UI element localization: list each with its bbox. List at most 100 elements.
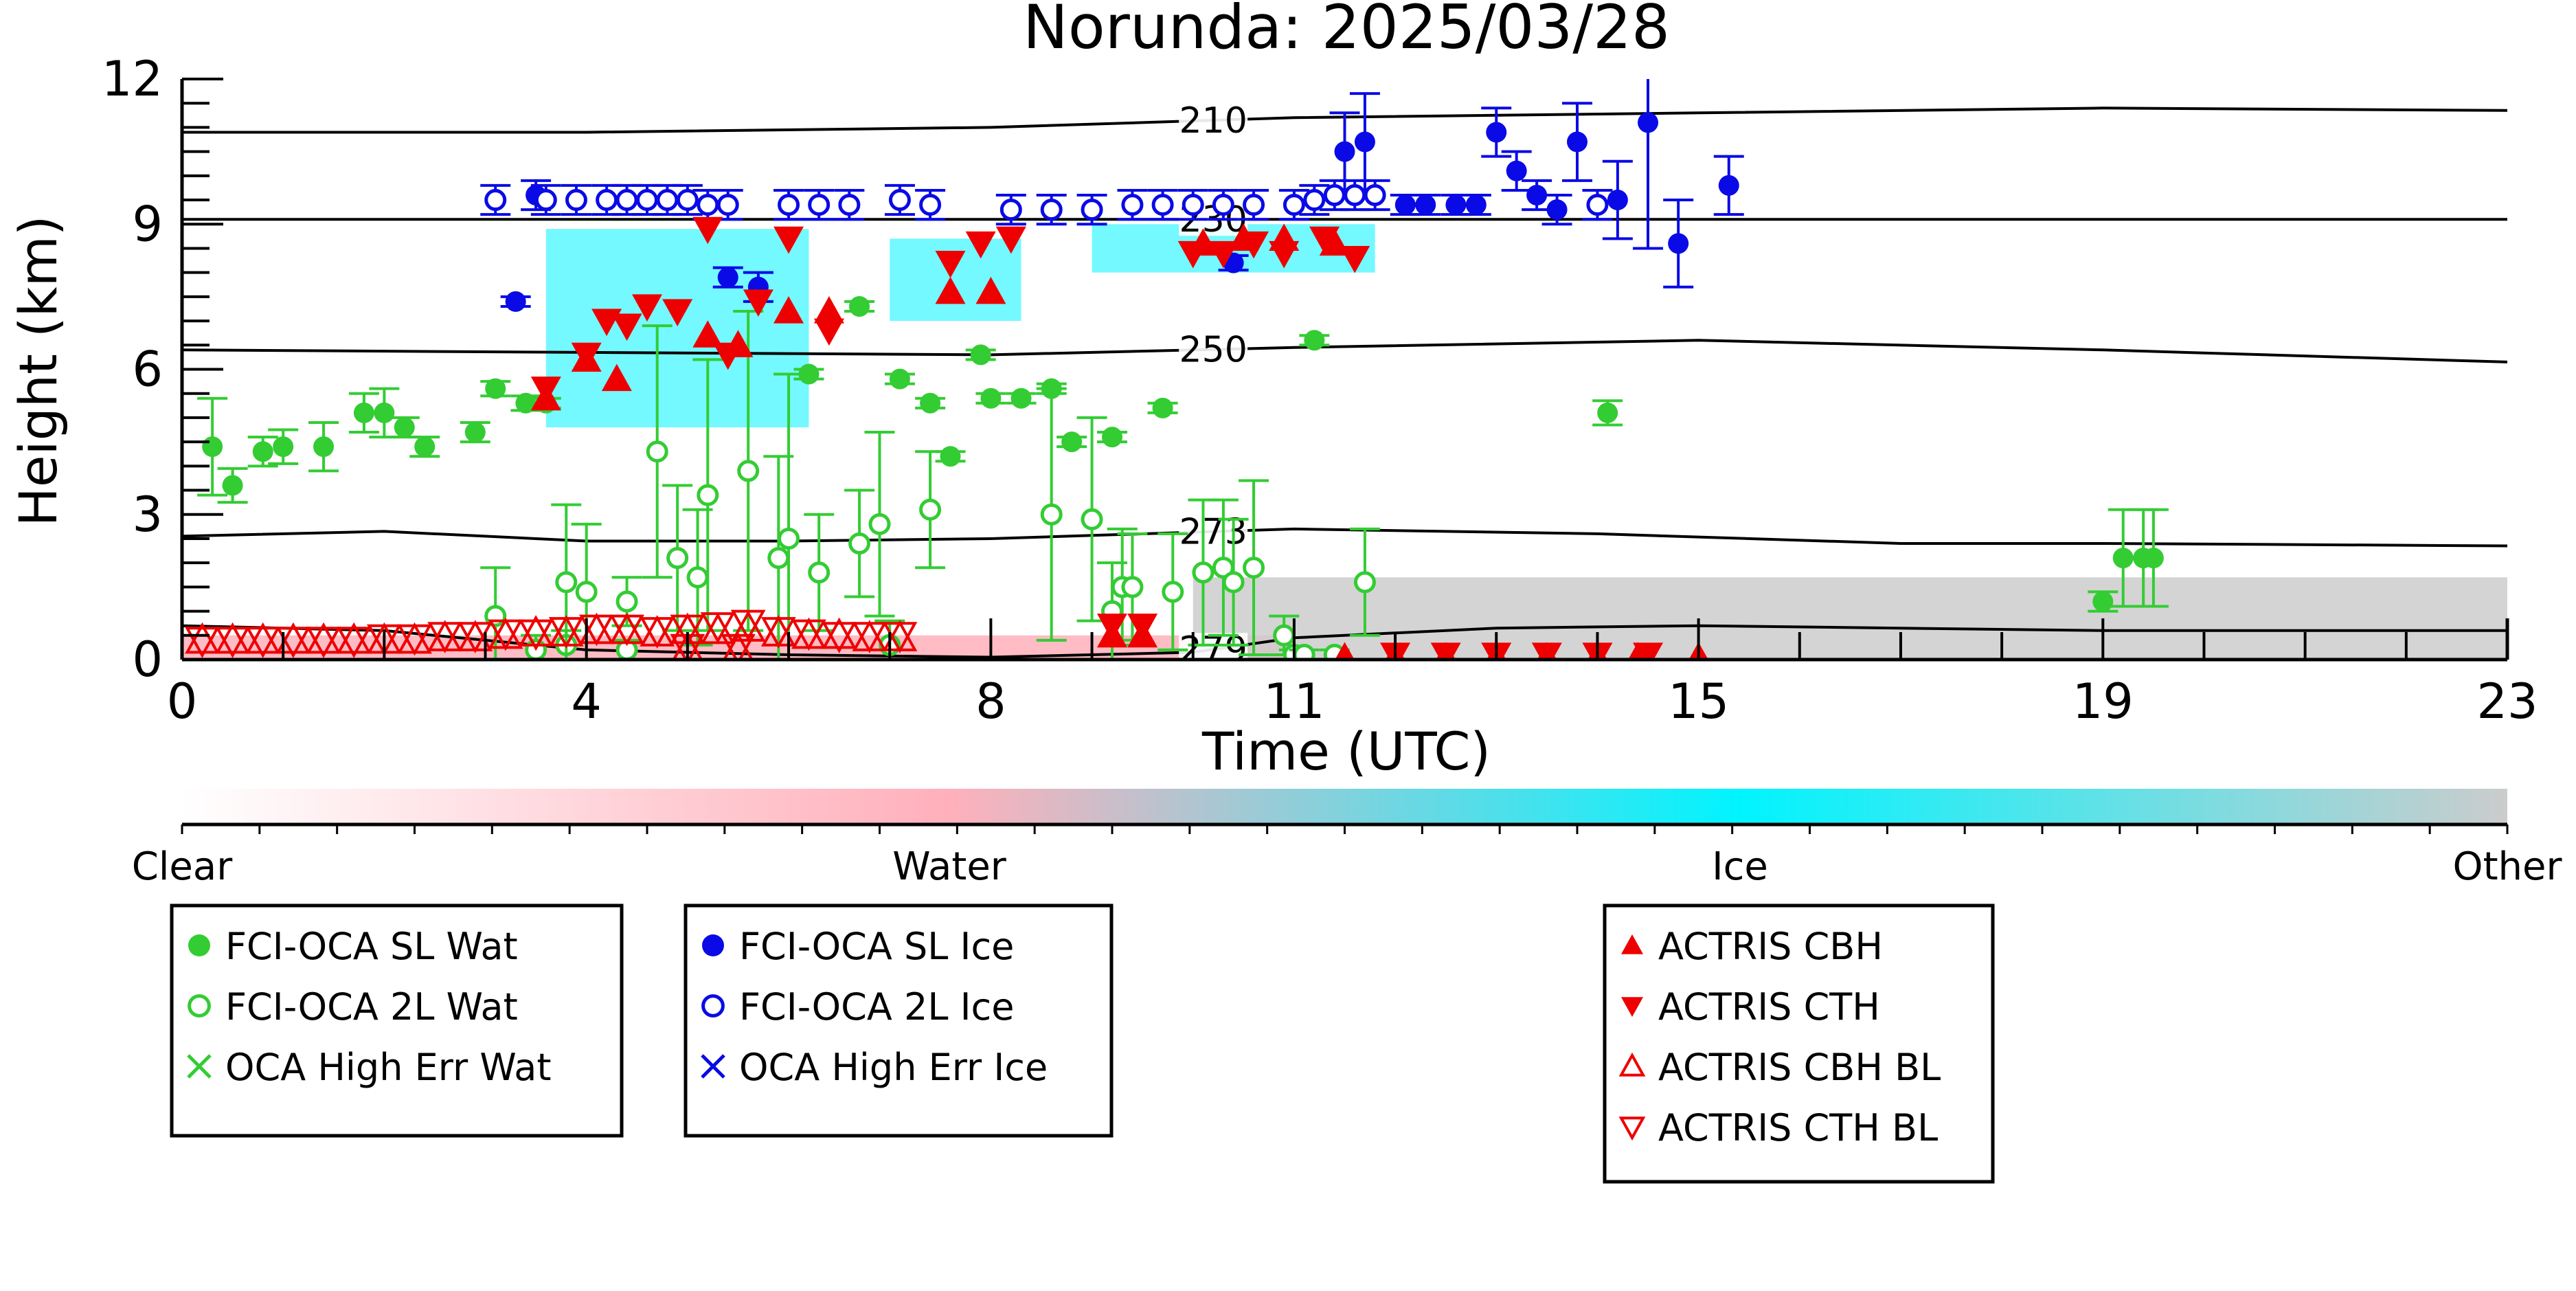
data-point [813,318,844,346]
data-point [697,484,719,506]
data-point [716,194,739,216]
cloud-region-ice [545,229,809,427]
y-tick-label: 6 [132,341,163,398]
data-point [1010,388,1032,409]
axes: 0 3 6 9 12 0 4 8 11 15 19 23 [102,51,2538,730]
legend-marker [1618,1052,1646,1077]
data-point [366,624,402,656]
legend-frame [1603,903,1995,1184]
series-fci-oca-2l-wat [480,310,1380,660]
data-point [888,189,911,212]
data-point [1335,642,1355,660]
data-point [1304,330,1325,351]
series-fci-oca-2l-ice [480,179,1613,226]
data-point [767,547,790,570]
data-point [773,296,804,324]
contour-label-bg [1179,333,1248,366]
data-point [889,368,910,390]
data-point [737,460,760,482]
data-point [1273,624,1296,647]
legend-marker [702,934,724,956]
data-point [518,619,554,651]
data-point [397,624,432,656]
data-point [555,571,578,594]
data-point [676,189,699,212]
data-point [662,299,693,326]
data-point [640,617,675,649]
data-point [1151,194,1174,216]
colorbar-label: Water [892,844,1007,889]
data-point [1061,431,1083,453]
legend-box: FCI-OCA SL Wat FCI-OCA 2L Wat OCA High Err… [170,903,624,1138]
data-point [1152,397,1173,418]
x-tick-label: 15 [1668,673,1729,730]
data-point [935,250,966,278]
x-tick-label: 4 [571,673,602,730]
data-point [686,566,709,589]
data-point [935,276,966,304]
legend-frame [683,903,1114,1138]
legend-marker [188,994,211,1018]
colorbar-gradient [182,789,2507,824]
y-tick-label: 9 [132,196,163,252]
data-point [1546,199,1568,221]
data-point [565,189,587,212]
data-point [1243,557,1265,579]
x-tick-label: 0 [167,673,198,730]
legend-label: FCI-OCA SL Wat [225,925,518,968]
legend-label: FCI-OCA 2L Wat [225,985,518,1029]
data-point [646,440,668,463]
data-point [615,590,638,613]
data-point [1344,184,1366,206]
data-point [534,189,557,212]
data-point [374,402,395,423]
data-point [1638,112,1659,133]
data-point [1192,561,1214,584]
data-point [717,267,738,288]
contour-label: 273 [1179,512,1247,553]
data-point [1394,194,1416,216]
data-point [313,436,335,458]
data-point [609,614,644,647]
data-point [1162,581,1184,603]
data-point [666,547,689,570]
data-point [1040,199,1063,221]
data-point [1586,194,1609,216]
data-point [999,199,1022,221]
data-point [849,295,870,317]
temperature-contour [182,106,2507,134]
data-point [778,194,800,216]
data-point [1531,642,1562,660]
legend-label: ACTRIS CBH [1658,925,1883,968]
y-tick-label: 12 [102,51,163,107]
data-point [548,617,584,649]
data-point [882,622,918,653]
data-point [1486,122,1507,143]
legend-box: FCI-OCA SL Ice FCI-OCA 2L Ice OCA High Err… [683,903,1114,1138]
data-point [1177,240,1208,269]
data-point [1182,194,1204,216]
legend-label: FCI-OCA SL Ice [739,925,1014,968]
data-point [1353,571,1376,594]
colorbar-label: Other [2452,844,2562,889]
x-tick-label: 23 [2476,673,2538,730]
data-point [306,627,341,658]
data-point [1567,131,1588,153]
data-point [636,189,658,212]
data-point [575,581,598,603]
legend-marker [1621,934,1643,954]
cloud-region-other [1193,577,2507,660]
data-point [1506,160,1527,181]
data-point [965,231,996,259]
data-point [1212,194,1234,216]
contour-label-bg [1179,104,1248,137]
data-point [353,402,374,423]
data-point [1040,503,1063,526]
data-point [1340,245,1370,273]
data-point [1303,189,1326,212]
data-point [488,619,523,651]
data-point [215,622,250,654]
data-point [484,189,507,212]
data-point [336,627,372,658]
x-tick-label: 19 [2072,673,2134,730]
